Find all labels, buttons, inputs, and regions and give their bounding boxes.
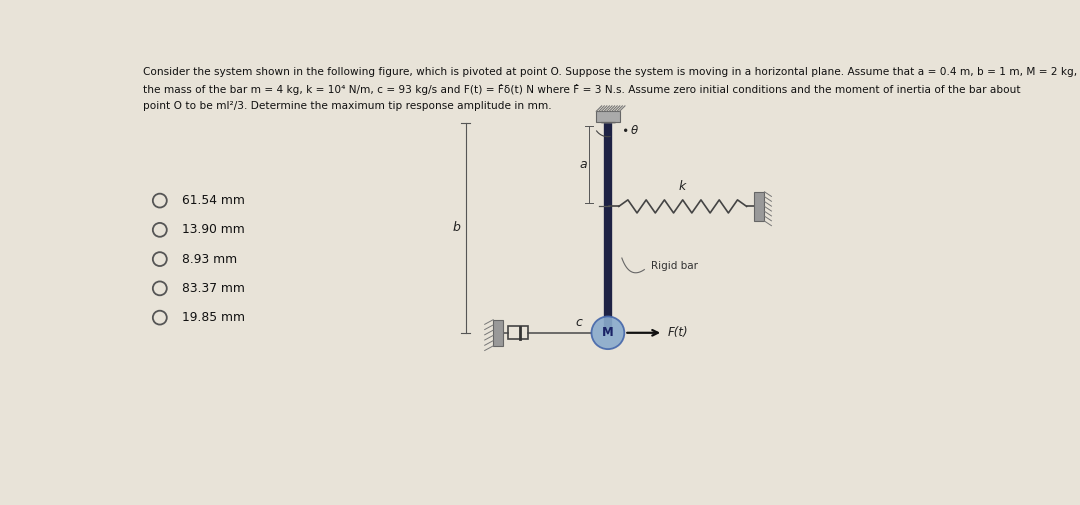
- Text: a: a: [579, 158, 586, 171]
- Text: 13.90 mm: 13.90 mm: [181, 223, 244, 236]
- Text: 61.54 mm: 61.54 mm: [181, 194, 244, 207]
- Text: the mass of the bar m = 4 kg, k = 10⁴ N/m, c = 93 kg/s and F(t) = F̂δ(t) N where: the mass of the bar m = 4 kg, k = 10⁴ N/…: [143, 84, 1021, 95]
- Text: k: k: [678, 180, 686, 192]
- Text: M: M: [602, 326, 613, 339]
- Bar: [494, 320, 503, 346]
- Text: c: c: [575, 316, 582, 329]
- Text: F(t): F(t): [667, 326, 688, 339]
- Bar: [596, 111, 620, 122]
- Text: 19.85 mm: 19.85 mm: [181, 311, 244, 324]
- Circle shape: [592, 317, 624, 349]
- Bar: [754, 192, 765, 221]
- Text: 83.37 mm: 83.37 mm: [181, 282, 244, 295]
- Text: point O to be ml²/3. Determine the maximum tip response amplitude in mm.: point O to be ml²/3. Determine the maxim…: [143, 100, 552, 111]
- Text: $\bullet\,\theta$: $\bullet\,\theta$: [621, 124, 639, 137]
- Text: b: b: [453, 221, 460, 234]
- Bar: [508, 326, 528, 339]
- Text: 8.93 mm: 8.93 mm: [181, 252, 237, 266]
- Text: Rigid bar: Rigid bar: [650, 261, 698, 271]
- Text: Consider the system shown in the following figure, which is pivoted at point O. : Consider the system shown in the followi…: [143, 67, 1077, 77]
